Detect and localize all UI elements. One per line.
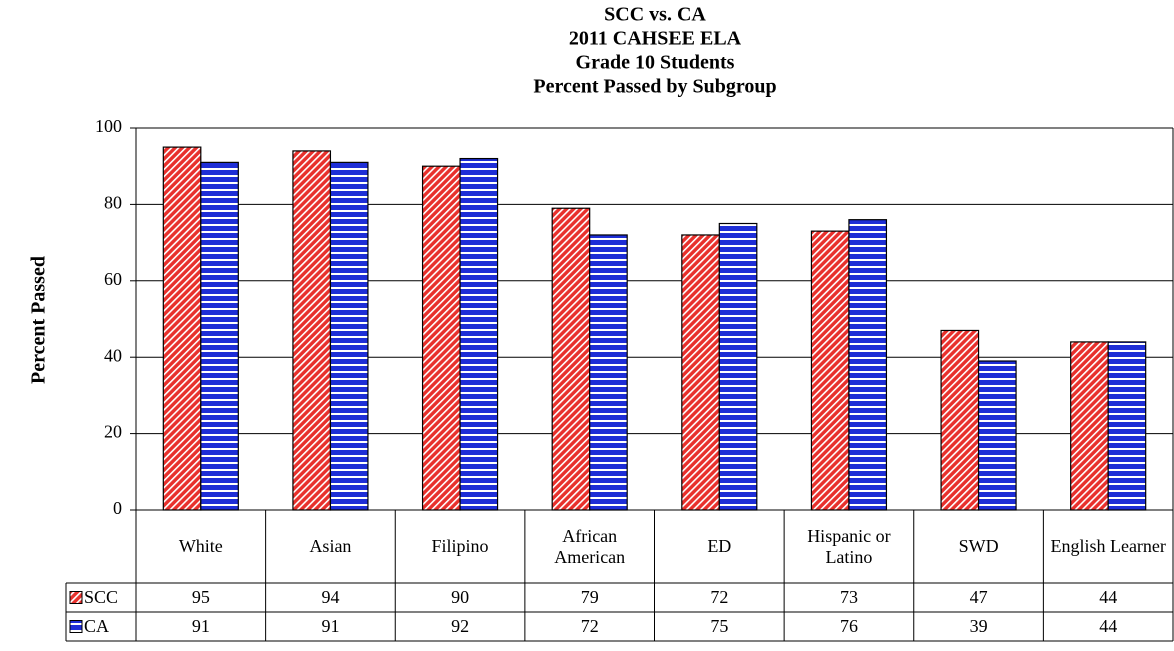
y-tick-label: 100 — [95, 116, 122, 136]
category-label: White — [178, 536, 223, 556]
table-value: 44 — [1099, 616, 1118, 636]
legend-key — [69, 620, 83, 633]
y-tick-label: 80 — [104, 193, 122, 213]
bar — [977, 360, 1017, 511]
table-value: 92 — [451, 616, 470, 636]
category-label: Filipino — [431, 536, 489, 556]
bar — [681, 234, 720, 511]
table-value: 90 — [451, 587, 470, 607]
y-tick-label: 40 — [104, 345, 122, 365]
bar — [940, 329, 980, 511]
bar — [292, 150, 332, 511]
y-tick-label: 60 — [104, 269, 122, 289]
category-label: English Learner — [1050, 536, 1166, 556]
table-value: 79 — [580, 587, 599, 607]
y-tick-label: 0 — [113, 498, 122, 518]
legend-label: SCC — [84, 587, 119, 607]
bar — [551, 207, 591, 511]
table-value: 91 — [191, 616, 210, 636]
y-axis-label: Percent Passed — [28, 256, 50, 384]
bar — [200, 161, 239, 511]
bar — [421, 165, 461, 511]
chart-title: Percent Passed by Subgroup — [533, 76, 776, 98]
table-value: 44 — [1099, 587, 1118, 607]
table-value: 94 — [321, 587, 340, 607]
legend-key — [69, 591, 83, 604]
table-value: 39 — [969, 616, 988, 636]
legend-label: CA — [84, 616, 110, 636]
bar — [329, 161, 369, 511]
category-label: Asian — [309, 536, 352, 556]
category-label: African American — [554, 525, 626, 567]
table-value: 95 — [191, 587, 210, 607]
table-value: 75 — [710, 616, 729, 636]
bar — [848, 219, 888, 511]
bar — [459, 157, 499, 511]
bar — [1107, 341, 1147, 511]
chart-title: SCC vs. CA — [604, 4, 706, 26]
table-value: 72 — [710, 587, 729, 607]
table-value: 76 — [839, 616, 858, 636]
table-value: 91 — [321, 616, 340, 636]
chart-title: 2011 CAHSEE ELA — [569, 28, 742, 50]
bar — [718, 222, 758, 511]
y-tick-label: 20 — [104, 422, 122, 442]
category-label: ED — [707, 536, 732, 556]
bar — [162, 146, 202, 511]
bar — [810, 230, 850, 511]
bar — [589, 234, 628, 511]
chart-title: Grade 10 Students — [576, 52, 735, 74]
table-value: 72 — [580, 616, 599, 636]
bar — [1070, 341, 1109, 511]
table-value: 73 — [839, 587, 858, 607]
category-label: Hispanic or Latino — [807, 525, 891, 567]
table-value: 47 — [969, 587, 988, 607]
category-label: SWD — [958, 536, 999, 556]
